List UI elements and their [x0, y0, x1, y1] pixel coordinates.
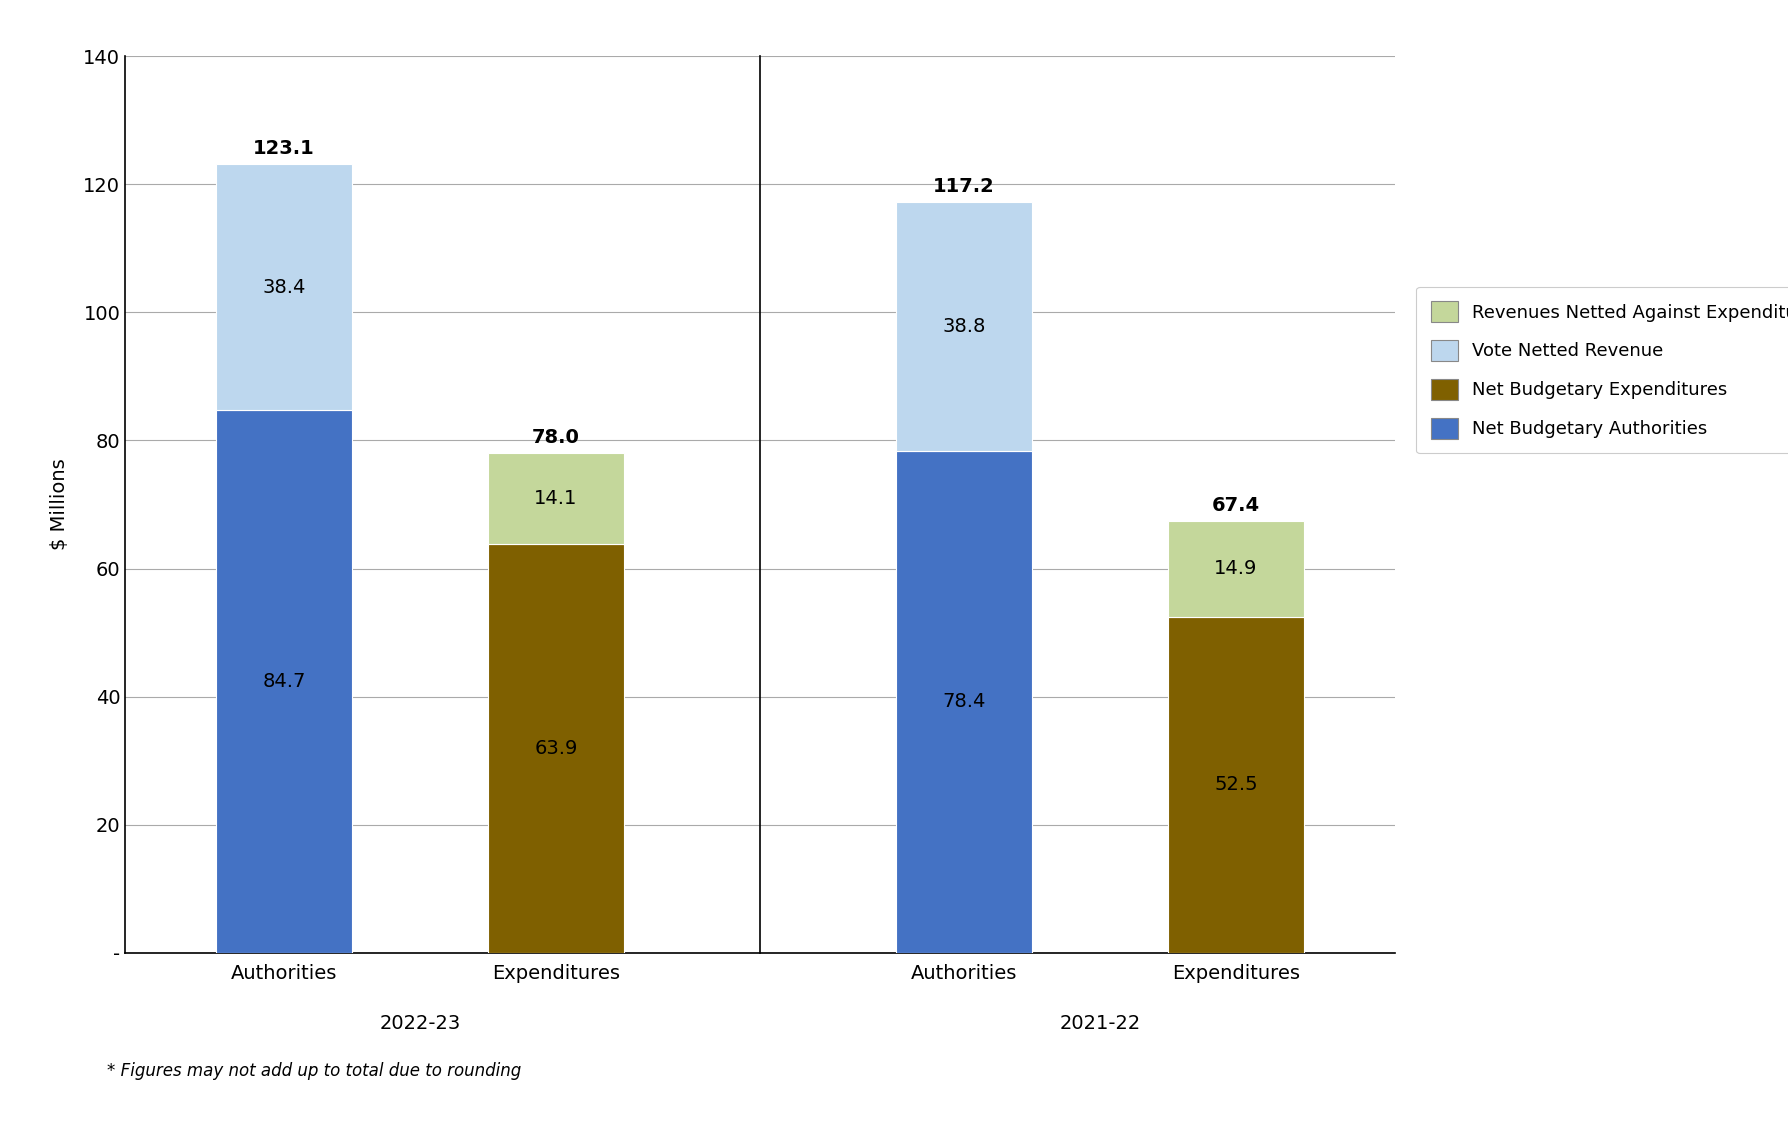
Text: 78.0: 78.0 [533, 428, 579, 447]
Bar [488, 544, 624, 953]
Bar [1168, 617, 1303, 953]
Bar [1168, 521, 1303, 617]
Text: 2021-22: 2021-22 [1058, 1013, 1141, 1032]
Text: 52.5: 52.5 [1214, 776, 1257, 794]
Bar [216, 410, 352, 953]
Text: 63.9: 63.9 [535, 739, 578, 758]
Bar [216, 165, 352, 410]
Text: 117.2: 117.2 [933, 177, 994, 196]
Text: 78.4: 78.4 [942, 693, 985, 711]
Text: 123.1: 123.1 [252, 139, 315, 158]
Text: 67.4: 67.4 [1212, 495, 1261, 515]
Bar [896, 451, 1032, 953]
Text: 38.4: 38.4 [263, 278, 306, 297]
Text: 2022-23: 2022-23 [379, 1013, 461, 1032]
Text: 14.1: 14.1 [535, 489, 578, 508]
Legend: Revenues Netted Against Expenditures, Vote Netted Revenue, Net Budgetary Expendi: Revenues Netted Against Expenditures, Vo… [1416, 287, 1788, 453]
Text: * Figures may not add up to total due to rounding: * Figures may not add up to total due to… [107, 1063, 522, 1081]
Text: 84.7: 84.7 [263, 673, 306, 691]
Text: 14.9: 14.9 [1214, 559, 1257, 578]
Text: 38.8: 38.8 [942, 317, 985, 336]
Bar [896, 202, 1032, 451]
Y-axis label: $ Millions: $ Millions [50, 458, 70, 550]
Bar [488, 453, 624, 544]
